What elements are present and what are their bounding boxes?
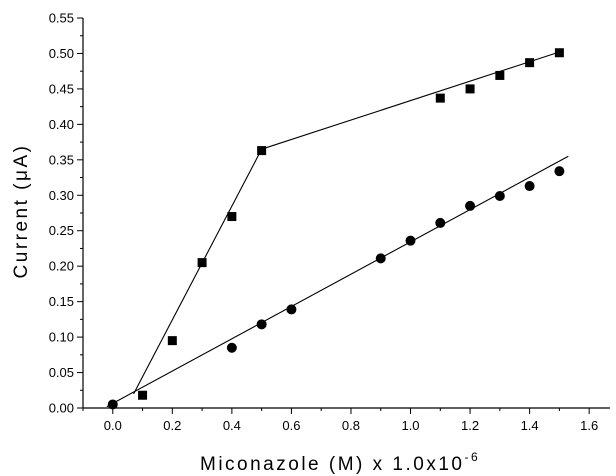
axes: [82, 18, 610, 409]
y-tick-label: 0.55: [49, 11, 74, 26]
square-point: [435, 93, 445, 103]
square-point: [167, 336, 177, 346]
circle-point: [465, 200, 476, 211]
data-points: [107, 48, 565, 410]
square-point: [227, 212, 237, 222]
x-tick-label: 0.6: [282, 418, 300, 433]
x-tick-label: 1.0: [401, 418, 419, 433]
x-axis-title-main: Miconazole (M) x 1.0x10: [200, 454, 464, 475]
x-tick-label: 0.0: [104, 418, 122, 433]
circle-point: [286, 304, 297, 315]
square-point: [554, 48, 564, 58]
x-tick-label: 1.4: [521, 418, 539, 433]
square-point: [138, 390, 148, 400]
x-tick-label: 0.8: [342, 418, 360, 433]
fit-lines: [106, 51, 569, 408]
fit-line: [106, 155, 569, 408]
circle-point: [226, 342, 237, 353]
y-tick-label: 0.10: [49, 330, 74, 345]
x-axis-title-exponent: -6: [464, 450, 480, 464]
y-tick-label: 0.50: [49, 46, 74, 61]
circle-point: [524, 181, 535, 192]
y-axis-title: Current (μA): [11, 144, 32, 279]
y-tick-label: 0.05: [49, 365, 74, 380]
x-tick-label: 1.2: [461, 418, 479, 433]
x-tick-label: 0.2: [163, 418, 181, 433]
y-tick-label: 0.30: [49, 188, 74, 203]
fit-line: [261, 51, 560, 150]
circle-point: [435, 217, 446, 228]
circle-point: [494, 190, 505, 201]
circle-point: [554, 166, 565, 177]
circle-point: [375, 253, 386, 264]
square-point: [197, 258, 207, 268]
circle-point: [256, 319, 267, 330]
fit-line: [133, 148, 263, 395]
circle-point: [405, 235, 416, 246]
square-point: [257, 146, 267, 156]
axis-ticks: 0.00 0.05 0.10 0.15 0.20 0.25 0.30 0.35 0.40 0.45…: [49, 11, 599, 434]
square-point: [495, 70, 505, 80]
y-tick-label: 0.45: [49, 81, 74, 96]
y-tick-label: 0.00: [49, 401, 74, 416]
square-point: [465, 84, 475, 94]
x-axis-title: Miconazole (M) x 1.0x10-6: [200, 450, 480, 475]
y-tick-label: 0.15: [49, 294, 74, 309]
circle-point: [107, 399, 118, 410]
x-tick-label: 1.6: [580, 418, 598, 433]
y-tick-label: 0.25: [49, 223, 74, 238]
square-point: [525, 58, 535, 68]
x-tick-label: 0.4: [223, 418, 241, 433]
y-tick-label: 0.40: [49, 117, 74, 132]
y-tick-label: 0.20: [49, 259, 74, 274]
y-tick-label: 0.35: [49, 152, 74, 167]
